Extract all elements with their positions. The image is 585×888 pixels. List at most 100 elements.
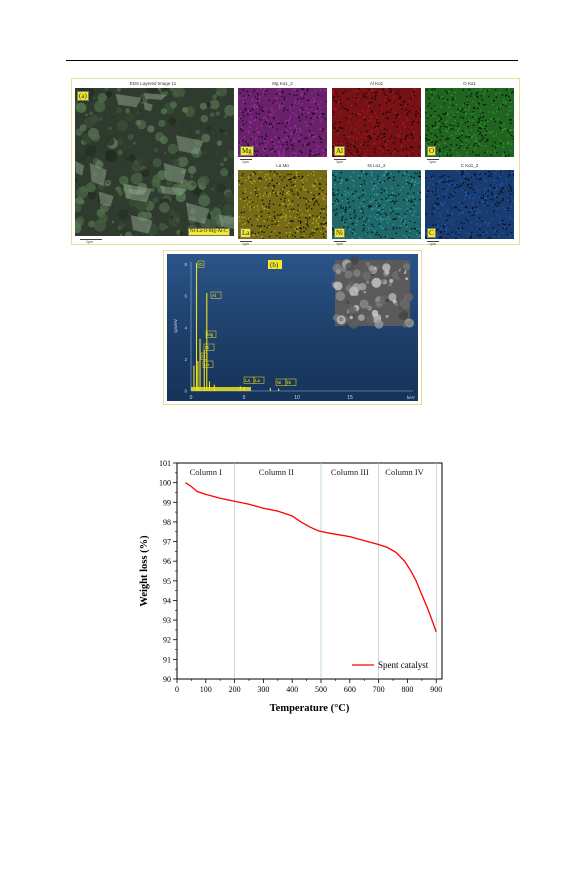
sem-layered-image — [75, 88, 234, 236]
x-tick-label: 100 — [200, 685, 212, 694]
map-symbol-al: Al — [334, 146, 345, 156]
map-scale-bar — [427, 159, 439, 160]
spectrum-peak-label: La — [255, 378, 261, 383]
layered-image-title: EDS Layered Image 11 — [129, 81, 177, 86]
figure-b-tag: (b) — [270, 261, 279, 269]
series-line-spent-catalyst — [185, 482, 437, 633]
x-tick-label: 0 — [175, 685, 179, 694]
spectrum-peak-label: O — [199, 262, 203, 267]
eds-spectrum-figure: 0 5 10 15 0 2 4 6 8 cps/eV keV O Al Mg Ni C La La La Ni Ni (b… — [163, 250, 422, 405]
column-label: Column I — [190, 467, 223, 477]
spectrum-panel: 0 5 10 15 0 2 4 6 8 cps/eV keV O Al Mg Ni C La La La Ni Ni (b… — [167, 254, 418, 401]
map-scale-label: 1μm — [242, 242, 249, 246]
map-symbol-mg: Mg — [240, 146, 254, 156]
x-tick-label: 600 — [344, 685, 356, 694]
x-tick-label: 200 — [229, 685, 241, 694]
map-scale-bar — [427, 241, 439, 242]
map-noise — [238, 88, 327, 157]
spectrum-y-tick: 6 — [184, 294, 187, 299]
y-tick-label: 90 — [163, 675, 171, 684]
legend-label: Spent catalyst — [378, 660, 429, 670]
spectrum-inset-sem — [331, 255, 415, 329]
x-tick-label: 700 — [373, 685, 385, 694]
eds-mapping-figure: EDS Layered Image 11 (a) Ni-La-O-Mg-Al-C… — [71, 78, 520, 246]
y-tick-label: 100 — [159, 479, 171, 488]
layered-formula-tag: Ni-La-O-Mg-Al-C — [188, 228, 230, 236]
map-symbol-c: C — [427, 228, 436, 238]
y-tick-label: 95 — [163, 577, 171, 586]
spectrum-y-tick: 4 — [184, 325, 187, 330]
y-tick-label: 101 — [159, 459, 171, 468]
spectrum-y-tick: 0 — [184, 389, 187, 394]
spectrum-x-tick: 10 — [294, 395, 300, 401]
tga-chart-svg: Column I Column II Column III Column IV 0 100… — [139, 459, 443, 714]
y-tick-label: 93 — [163, 616, 171, 625]
spectrum-peak-label: La — [245, 378, 251, 383]
map-scale-bar — [240, 241, 252, 242]
tga-chart: Column I Column II Column III Column IV 0 100… — [130, 455, 460, 720]
x-tick-label: 400 — [286, 685, 298, 694]
spectrum-xlabel: keV — [407, 395, 415, 400]
spectrum-x-tick: 0 — [190, 395, 193, 401]
element-map-o — [425, 88, 514, 157]
y-tick-label: 94 — [163, 596, 171, 605]
sem-texture — [75, 88, 234, 236]
spectrum-peak-label: Al — [212, 293, 216, 298]
map-symbol-o: O — [427, 146, 437, 156]
spectrum-peak-label: Mg — [207, 332, 214, 337]
map-noise — [238, 170, 327, 239]
map-title-la: La Mα — [276, 163, 289, 168]
map-scale-label: 1μm — [242, 160, 249, 164]
spectrum-peak-label: C — [202, 354, 206, 359]
map-scale-label: 1μm — [336, 242, 343, 246]
map-title-ni: Ni Lα1_2 — [367, 163, 386, 168]
element-map-mg — [238, 88, 327, 157]
y-tick-label: 92 — [163, 636, 171, 645]
header-rule — [66, 60, 518, 61]
map-title-o: O Kα1 — [463, 81, 476, 86]
spectrum-peak-label: Ni — [205, 345, 209, 350]
y-axis-label: Weight loss (%) — [139, 535, 150, 607]
spectrum-x-tick: 15 — [347, 395, 353, 401]
spectrum-peak-label: Ni — [277, 380, 281, 385]
map-symbol-la: La — [240, 228, 252, 238]
y-tick-label: 99 — [163, 498, 171, 507]
map-title-mg: Mg Kα1_2 — [272, 81, 293, 86]
map-noise — [332, 88, 421, 157]
spectrum-baseline — [191, 387, 251, 391]
y-tick-label: 98 — [163, 518, 171, 527]
map-noise — [332, 170, 421, 239]
column-label: Column IV — [385, 467, 424, 477]
map-noise — [425, 88, 514, 157]
map-title-c: C Kα1_2 — [460, 163, 479, 168]
map-symbol-ni: Ni — [334, 228, 345, 238]
spectrum-x-tick: 5 — [243, 395, 246, 401]
spectrum-y-tick: 8 — [184, 262, 187, 267]
map-scale-bar — [334, 241, 346, 242]
element-map-c — [425, 170, 514, 239]
map-scale-bar — [334, 159, 346, 160]
y-tick-label: 96 — [163, 557, 171, 566]
column-label: Column II — [259, 467, 294, 477]
x-tick-label: 800 — [401, 685, 413, 694]
main-scale-label: 1μm — [86, 240, 93, 244]
x-tick-label: 900 — [430, 685, 442, 694]
plot-frame — [176, 462, 443, 680]
y-tick-label: 97 — [163, 538, 171, 547]
map-noise — [425, 170, 514, 239]
element-map-al — [332, 88, 421, 157]
spectrum-peak-label: Ni — [287, 380, 291, 385]
spectrum-y-tick: 2 — [184, 357, 187, 362]
map-title-al: Al Kα1 — [369, 81, 384, 86]
x-axis-label: Temperature (°C) — [270, 703, 350, 714]
main-scale-bar — [80, 239, 102, 240]
map-scale-label: 1μm — [429, 160, 436, 164]
figure-a-tag: (a) — [77, 91, 89, 101]
element-map-la — [238, 170, 327, 239]
x-tick-label: 300 — [257, 685, 269, 694]
column-label: Column III — [331, 467, 369, 477]
spectrum-peak-label: La — [204, 362, 210, 367]
map-scale-label: 1μm — [336, 160, 343, 164]
y-tick-label: 91 — [163, 655, 171, 664]
element-map-ni — [332, 170, 421, 239]
